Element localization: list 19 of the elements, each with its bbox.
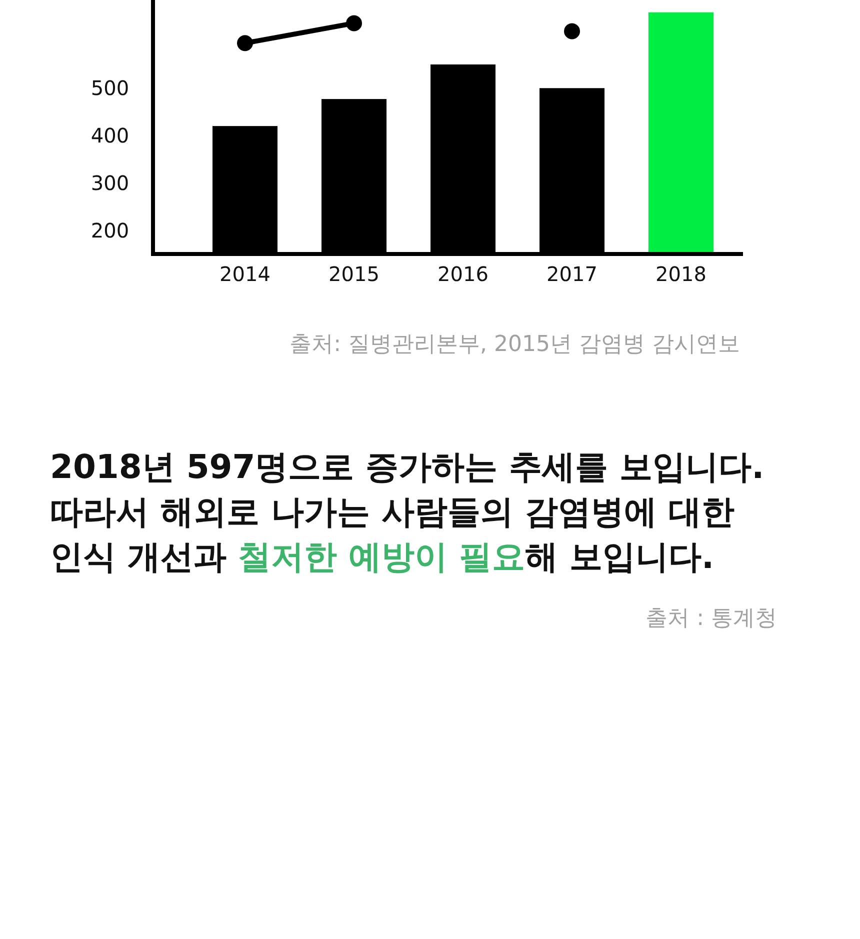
text: 해 보입니다. <box>524 537 714 576</box>
text: 인식 개선과 <box>50 537 238 576</box>
text: 따라서 해외로 나가는 사람들의 감염병에 대한 <box>50 492 734 531</box>
x-tick-label: 2018 <box>656 262 706 286</box>
point <box>564 23 580 40</box>
source-note: 출처 : 통계청 <box>646 606 777 631</box>
text: 2018년 597명으로 증가하는 추세를 보입니다. <box>50 447 764 486</box>
y-tick-label: 300 <box>90 170 130 195</box>
y-tick-label: 400 <box>90 124 130 148</box>
text: 철저한 예방이 필요 <box>238 537 525 576</box>
x-tick-label: 2015 <box>328 262 380 286</box>
x-tick-label: 2016 <box>438 262 488 286</box>
y-tick-label: 200 <box>90 218 130 242</box>
x-tick-label: 2014 <box>220 262 270 286</box>
source-note: 출처: 질병관리본부, 2015년 감염병 감시연보 <box>290 332 740 357</box>
point <box>346 15 362 32</box>
point <box>237 35 253 52</box>
x-tick-label: 2017 <box>546 262 598 286</box>
y-tick-label: 500 <box>90 76 130 100</box>
